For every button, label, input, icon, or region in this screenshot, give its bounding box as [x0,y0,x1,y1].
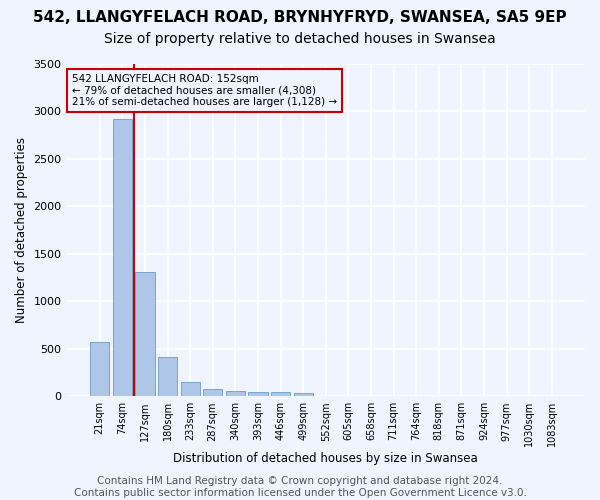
Bar [293,394,313,396]
Bar [113,119,132,396]
Bar [136,272,155,396]
Y-axis label: Number of detached properties: Number of detached properties [15,137,28,323]
Bar [248,392,268,396]
Bar [158,357,177,397]
Bar [271,392,290,396]
Text: Size of property relative to detached houses in Swansea: Size of property relative to detached ho… [104,32,496,46]
Text: Contains HM Land Registry data © Crown copyright and database right 2024.
Contai: Contains HM Land Registry data © Crown c… [74,476,526,498]
X-axis label: Distribution of detached houses by size in Swansea: Distribution of detached houses by size … [173,452,478,465]
Text: 542, LLANGYFELACH ROAD, BRYNHYFRYD, SWANSEA, SA5 9EP: 542, LLANGYFELACH ROAD, BRYNHYFRYD, SWAN… [33,10,567,25]
Bar [90,342,109,396]
Bar [181,382,200,396]
Text: 542 LLANGYFELACH ROAD: 152sqm
← 79% of detached houses are smaller (4,308)
21% o: 542 LLANGYFELACH ROAD: 152sqm ← 79% of d… [72,74,337,107]
Bar [203,388,223,396]
Bar [226,390,245,396]
